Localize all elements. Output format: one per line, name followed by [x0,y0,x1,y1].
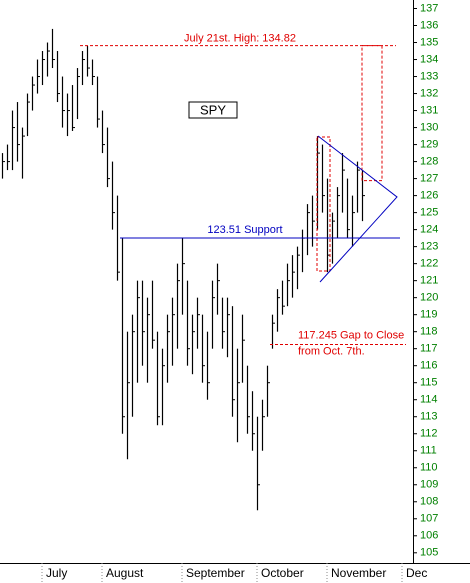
y-tick-label: 125 [420,207,438,219]
y-tick-label: 115 [420,377,438,389]
x-tick-label: July [46,566,67,580]
high-label: July 21st. High: 134.82 [184,32,296,44]
y-tick-label: 121 [420,275,438,287]
y-tick-label: 137 [420,2,438,14]
y-tick-label: 123 [420,241,438,253]
y-tick-label: 113 [420,411,438,423]
y-tick-label: 120 [420,292,438,304]
y-tick-label: 127 [420,173,438,185]
y-tick-label: 136 [420,19,438,31]
y-tick-label: 133 [420,70,438,82]
y-tick-label: 131 [420,104,438,116]
y-tick-label: 126 [420,190,438,202]
x-tick-label: August [106,566,144,580]
title-box [188,101,238,119]
y-tick-label: 107 [420,513,438,525]
y-tick-label: 105 [420,547,438,559]
y-tick-label: 108 [420,496,438,508]
y-tick-label: 114 [420,394,438,406]
y-tick-label: 135 [420,36,438,48]
support-label: 123.51 Support [207,224,282,236]
y-tick-label: 106 [420,530,438,542]
x-tick-label: September [186,566,245,580]
chart-title: SPY [200,102,226,117]
y-tick-label: 109 [420,479,438,491]
y-tick-label: 118 [420,326,438,338]
y-tick-label: 130 [420,121,438,133]
gap-label: 117.245 Gap to Close [298,329,404,341]
y-tick-label: 134 [420,53,438,65]
x-tick-label: November [331,566,386,580]
y-tick-label: 129 [420,138,438,150]
y-tick-label: 110 [420,462,438,474]
y-tick-label: 124 [420,224,438,236]
y-tick-label: 117 [420,343,438,355]
x-tick-label: Dec [406,566,427,580]
triangle [317,135,398,283]
y-tick-label: 112 [420,428,438,440]
x-tick-label: October [261,566,304,580]
y-tick-label: 119 [420,309,438,321]
y-tick-label: 132 [420,87,438,99]
y-tick-label: 111 [420,445,437,457]
range-box [316,136,331,272]
y-tick-label: 122 [420,258,438,270]
gap-sublabel: from Oct. 7th. [298,345,365,357]
y-tick-label: 116 [420,360,438,372]
y-tick-label: 128 [420,155,438,167]
high-gap-box [361,45,383,182]
